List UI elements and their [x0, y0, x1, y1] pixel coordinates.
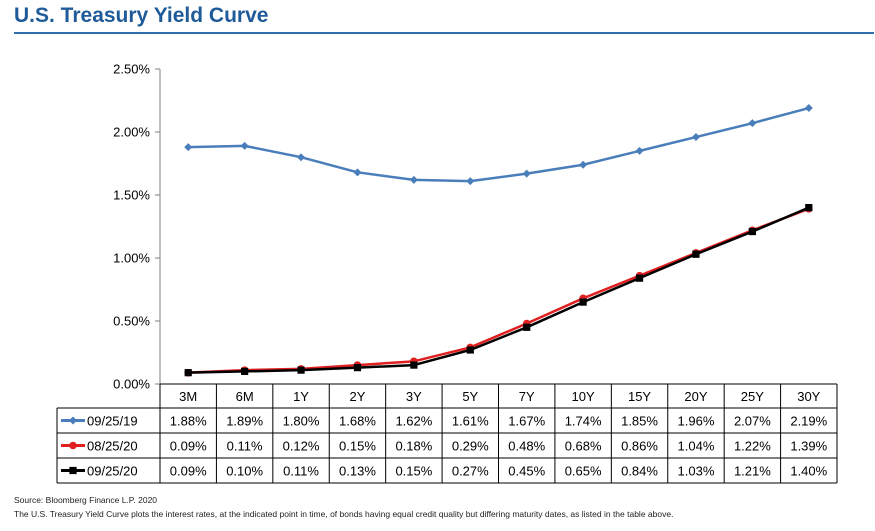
- table-value-cell: 1.39%: [790, 439, 827, 454]
- y-tick-label: 1.00%: [113, 251, 150, 266]
- data-point: [466, 346, 474, 354]
- x-category-label: 20Y: [684, 389, 707, 404]
- data-point: [691, 133, 700, 142]
- table-value-cell: 0.09%: [170, 464, 207, 479]
- series-line-1: [188, 207, 810, 374]
- title-rule: [14, 32, 874, 34]
- table-value-cell: 1.80%: [283, 414, 320, 429]
- series-line-0: [188, 106, 810, 183]
- data-point: [410, 361, 418, 369]
- data-point: [579, 298, 587, 306]
- data-point: [297, 153, 306, 162]
- x-category-label: 1Y: [293, 389, 309, 404]
- legend-series-name: 09/25/20: [87, 464, 138, 479]
- table-value-cell: 0.12%: [283, 439, 320, 454]
- table-value-cell: 1.74%: [565, 414, 602, 429]
- data-point: [466, 177, 475, 186]
- legend-key-marker: [69, 466, 77, 475]
- source-note: Source: Bloomberg Finance L.P. 2020: [14, 495, 158, 505]
- data-point: [692, 250, 700, 258]
- table-value-cell: 0.68%: [565, 439, 602, 454]
- table-value-cell: 0.15%: [395, 464, 432, 479]
- table-value-cell: 1.67%: [508, 414, 545, 429]
- legend-series-name: 09/25/19: [87, 414, 138, 429]
- legend-key-marker: [69, 416, 77, 425]
- table-value-cell: 1.62%: [395, 414, 432, 429]
- table-value-cell: 0.84%: [621, 464, 658, 479]
- x-category-label: 7Y: [519, 389, 535, 404]
- data-point: [635, 146, 644, 155]
- series-line-2: [188, 206, 810, 374]
- table-value-cell: 1.89%: [226, 414, 263, 429]
- table-value-cell: 1.88%: [170, 414, 207, 429]
- table-value-cell: 2.19%: [790, 414, 827, 429]
- table-value-cell: 0.11%: [227, 439, 263, 454]
- table-value-cell: 0.10%: [226, 464, 263, 479]
- table-value-cell: 1.03%: [678, 464, 715, 479]
- table-value-cell: 1.04%: [678, 439, 715, 454]
- x-category-label: 3Y: [406, 389, 422, 404]
- x-category-label: 5Y: [462, 389, 478, 404]
- data-point: [184, 369, 192, 377]
- data-point: [748, 227, 756, 236]
- data-point: [748, 119, 757, 128]
- data-point: [184, 143, 193, 152]
- data-point: [804, 104, 813, 113]
- y-tick-label: 0.00%: [113, 377, 150, 392]
- data-point: [635, 274, 644, 282]
- table-value-cell: 0.29%: [452, 439, 489, 454]
- chart-title: U.S. Treasury Yield Curve: [14, 4, 269, 27]
- table-value-cell: 1.21%: [734, 464, 771, 479]
- table-value-cell: 1.68%: [339, 414, 376, 429]
- table-value-cell: 1.40%: [790, 464, 827, 479]
- data-point: [240, 141, 249, 150]
- legend-key-marker: [69, 441, 77, 450]
- x-category-label: 6M: [236, 389, 254, 404]
- legend-series-name: 08/25/20: [87, 439, 138, 454]
- data-point: [353, 364, 362, 372]
- x-category-label: 2Y: [350, 389, 366, 404]
- description-note: The U.S. Treasury Yield Curve plots the …: [14, 509, 674, 519]
- table-value-cell: 1.61%: [452, 414, 489, 429]
- data-point: [241, 367, 249, 375]
- table-value-cell: 1.85%: [621, 414, 658, 429]
- table-value-cell: 0.27%: [452, 464, 489, 479]
- data-point: [579, 160, 588, 169]
- data-point: [409, 175, 418, 184]
- data-point: [297, 366, 305, 374]
- x-category-label: 30Y: [797, 389, 820, 404]
- y-tick-label: 2.00%: [113, 125, 150, 140]
- data-point: [805, 204, 813, 212]
- table-value-cell: 0.48%: [508, 439, 545, 454]
- data-point: [353, 168, 362, 177]
- table-value-cell: 1.22%: [734, 439, 771, 454]
- table-value-cell: 0.09%: [170, 439, 207, 454]
- x-category-label: 15Y: [628, 389, 651, 404]
- y-tick-label: 0.50%: [113, 314, 150, 329]
- table-value-cell: 0.11%: [283, 464, 319, 479]
- y-tick-label: 1.50%: [113, 188, 150, 203]
- table-value-cell: 0.45%: [508, 464, 545, 479]
- y-tick-label: 2.50%: [113, 62, 150, 77]
- yield-curve-chart: 0.00% 0.50% 1.00% 1.50% 2.00% 2.50% 3M 6M 1Y 2Y 3Y…: [56, 62, 838, 484]
- table-value-cell: 0.65%: [565, 464, 602, 479]
- x-category-label: 3M: [179, 389, 197, 404]
- data-point: [522, 169, 531, 178]
- x-category-label: 25Y: [741, 389, 764, 404]
- data-point: [523, 323, 531, 331]
- table-value-cell: 0.15%: [339, 439, 376, 454]
- x-category-label: 10Y: [572, 389, 595, 404]
- table-value-cell: 0.13%: [339, 464, 376, 479]
- table-value-cell: 0.18%: [395, 439, 432, 454]
- table-value-cell: 0.86%: [621, 439, 658, 454]
- table-value-cell: 2.07%: [734, 414, 771, 429]
- table-value-cell: 1.96%: [678, 414, 715, 429]
